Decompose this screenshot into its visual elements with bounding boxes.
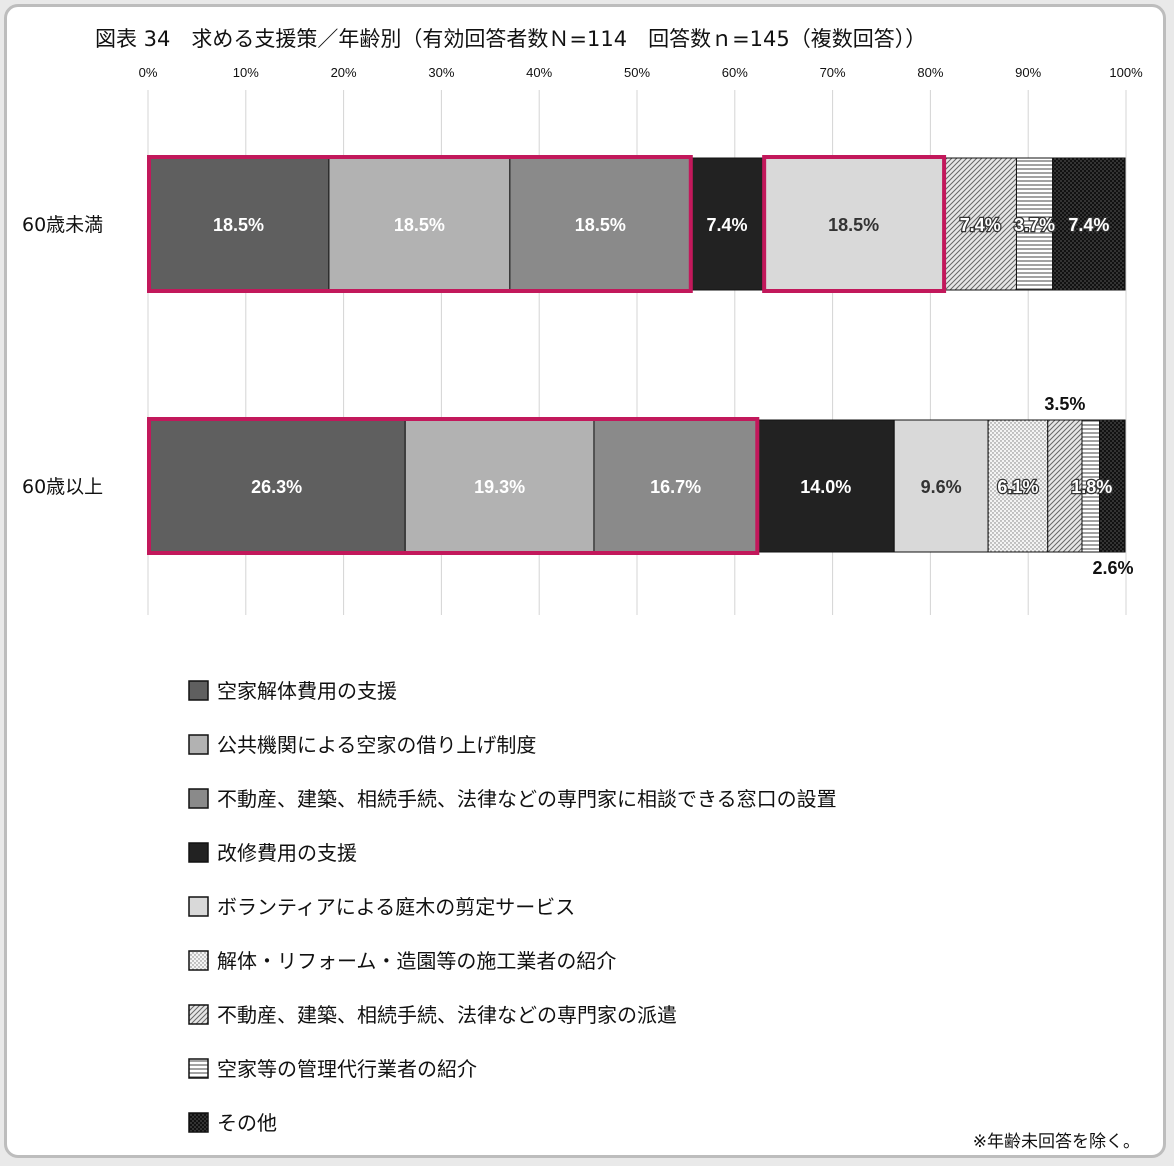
data-label: 3.7% <box>1014 215 1055 235</box>
x-tick-label: 40% <box>526 65 552 80</box>
legend-label: 空家等の管理代行業者の紹介 <box>217 1057 477 1081</box>
footnote: ※年齢未回答を除く。 <box>973 1132 1140 1152</box>
bar-segment <box>328 157 511 291</box>
bar-segment <box>943 157 1017 291</box>
legend-swatch <box>188 950 209 971</box>
x-tick-label: 20% <box>331 65 357 80</box>
chart-title: 図表 34 求める支援策／年齢別（有効回答者数Ｎ=114 回答数ｎ=145（複数… <box>95 27 926 51</box>
data-label: 18.5% <box>575 215 626 235</box>
data-label: 7.4% <box>1068 215 1109 235</box>
x-tick-label: 80% <box>917 65 943 80</box>
data-label: 7.4% <box>960 215 1001 235</box>
data-label: 9.6% <box>921 477 962 497</box>
data-label: 16.7% <box>650 477 701 497</box>
legend-label: その他 <box>217 1111 277 1135</box>
bar-segment <box>593 419 758 553</box>
legend-swatch <box>188 1004 209 1025</box>
x-tick-label: 70% <box>820 65 846 80</box>
x-tick-label: 90% <box>1015 65 1041 80</box>
data-label: 2.6% <box>1093 558 1134 578</box>
bar-segment <box>1047 419 1083 553</box>
bar-segment <box>762 157 945 291</box>
x-tick-label: 50% <box>624 65 650 80</box>
data-label: 14.0% <box>800 477 851 497</box>
data-label: 26.3% <box>251 477 302 497</box>
bar-segment <box>404 419 595 553</box>
data-label: 19.3% <box>474 477 525 497</box>
x-tick-label: 10% <box>233 65 259 80</box>
legend-label: 改修費用の支援 <box>217 841 357 865</box>
legend-swatch <box>188 734 209 755</box>
data-label: 18.5% <box>394 215 445 235</box>
data-label: 6.1% <box>997 477 1038 497</box>
data-label: 18.5% <box>213 215 264 235</box>
legend-label: 解体・リフォーム・造園等の施工業者の紹介 <box>217 949 616 973</box>
x-tick-label: 60% <box>722 65 748 80</box>
highlight-box <box>762 155 947 293</box>
legend-swatch <box>188 788 209 809</box>
legend-label: 不動産、建築、相続手続、法律などの専門家に相談できる窓口の設置 <box>217 787 837 811</box>
x-tick-label: 30% <box>428 65 454 80</box>
legend-label: 不動産、建築、相続手続、法律などの専門家の派遣 <box>217 1003 677 1027</box>
x-tick-label: 0% <box>139 65 158 80</box>
data-label: 3.5% <box>1044 394 1085 414</box>
bar-segment <box>893 419 989 553</box>
bar-segment <box>987 419 1049 553</box>
bar-segment <box>509 157 692 291</box>
legend-label: 空家解体費用の支援 <box>217 679 397 703</box>
highlight-box <box>147 417 760 555</box>
legend-label: 公共機関による空家の借り上げ制度 <box>217 733 536 757</box>
category-label: 60歳以上 <box>22 476 103 498</box>
x-tick-label: 100% <box>1109 65 1143 80</box>
data-label: 18.5% <box>828 215 879 235</box>
bar-segment <box>690 157 764 291</box>
bar-segment <box>1052 157 1126 291</box>
highlight-box <box>147 155 693 293</box>
legend-swatch <box>188 842 209 863</box>
data-label: 7.4% <box>706 215 747 235</box>
category-label: 60歳未満 <box>22 214 103 236</box>
data-label: 1.8% <box>1071 477 1112 497</box>
legend-swatch <box>188 680 209 701</box>
bar-segment <box>756 419 895 553</box>
legend-swatch <box>188 1112 209 1133</box>
legend-swatch <box>188 1058 209 1079</box>
bar-segment <box>147 157 330 291</box>
bar-segment <box>1099 419 1126 553</box>
legend-label: ボランティアによる庭木の剪定サービス <box>217 895 575 919</box>
bar-segment <box>147 419 406 553</box>
legend-swatch <box>188 896 209 917</box>
